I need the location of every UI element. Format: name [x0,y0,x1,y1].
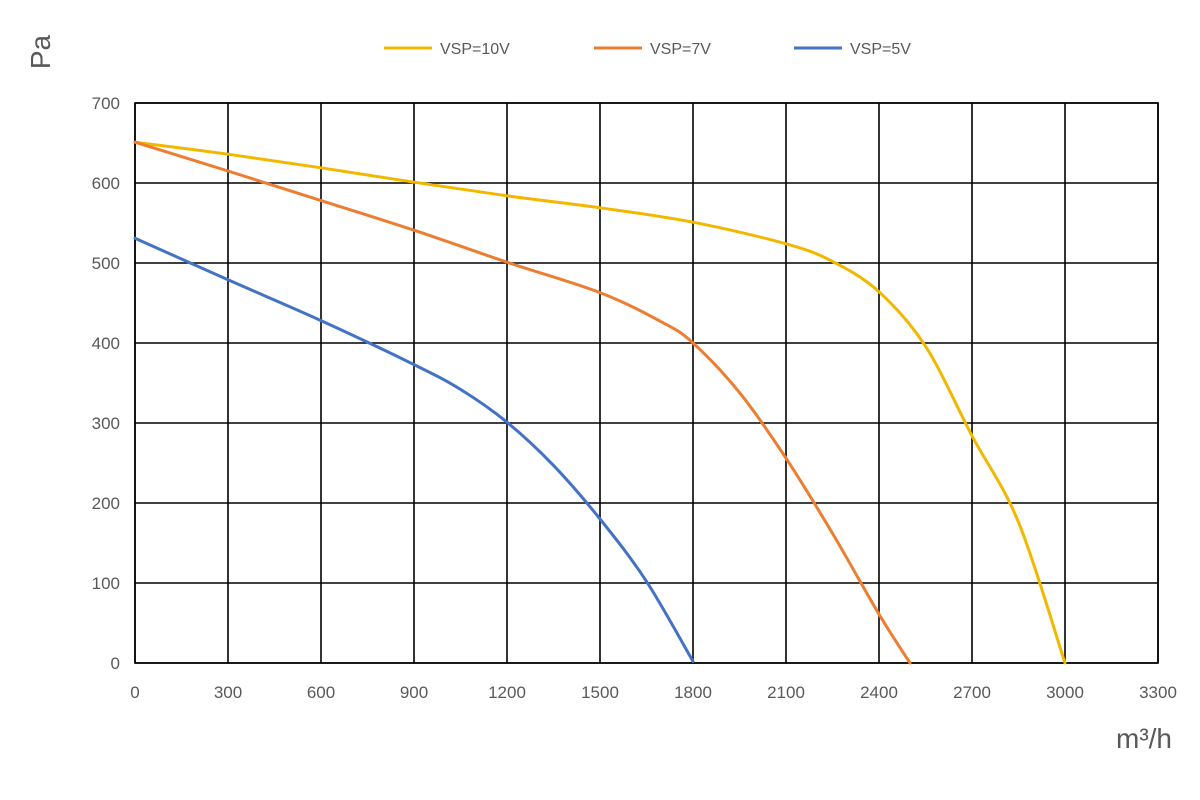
x-tick-label: 900 [400,683,428,702]
x-tick-label: 600 [307,683,335,702]
series-lines [133,140,1067,665]
x-tick-label: 0 [130,683,139,702]
y-tick-label: 700 [92,94,120,113]
legend-label: VSP=5V [850,41,911,58]
x-tick-label: 300 [214,683,242,702]
legend-label: VSP=7V [650,41,711,58]
series-line-vsp-10v [133,140,1067,665]
legend: VSP=10V VSP=7V VSP=5V [384,41,911,58]
y-tick-label: 200 [92,494,120,513]
x-tick-label: 2400 [860,683,898,702]
tick-labels: 0 300 600 900 1200 1500 1800 2100 2400 2700 3000 33… [92,94,1177,702]
x-tick-label: 1500 [581,683,619,702]
series-line-vsp-7v [133,140,912,665]
plot-area-frame [134,102,1159,664]
y-axis-title: Pa [25,34,56,69]
y-tick-label: 0 [111,654,120,673]
x-tick-label: 2700 [953,683,991,702]
y-tick-label: 400 [92,334,120,353]
x-tick-label: 1800 [674,683,712,702]
x-tick-label: 2100 [767,683,805,702]
y-tick-label: 600 [92,174,120,193]
legend-label: VSP=10V [440,41,510,58]
y-tick-label: 300 [92,414,120,433]
x-tick-label: 3000 [1046,683,1084,702]
y-tick-label: 100 [92,574,120,593]
series-line-vsp-5v [133,236,695,663]
x-axis-title: m³/h [1116,723,1172,754]
y-tick-label: 500 [92,254,120,273]
x-tick-label: 1200 [488,683,526,702]
x-tick-label: 3300 [1139,683,1177,702]
